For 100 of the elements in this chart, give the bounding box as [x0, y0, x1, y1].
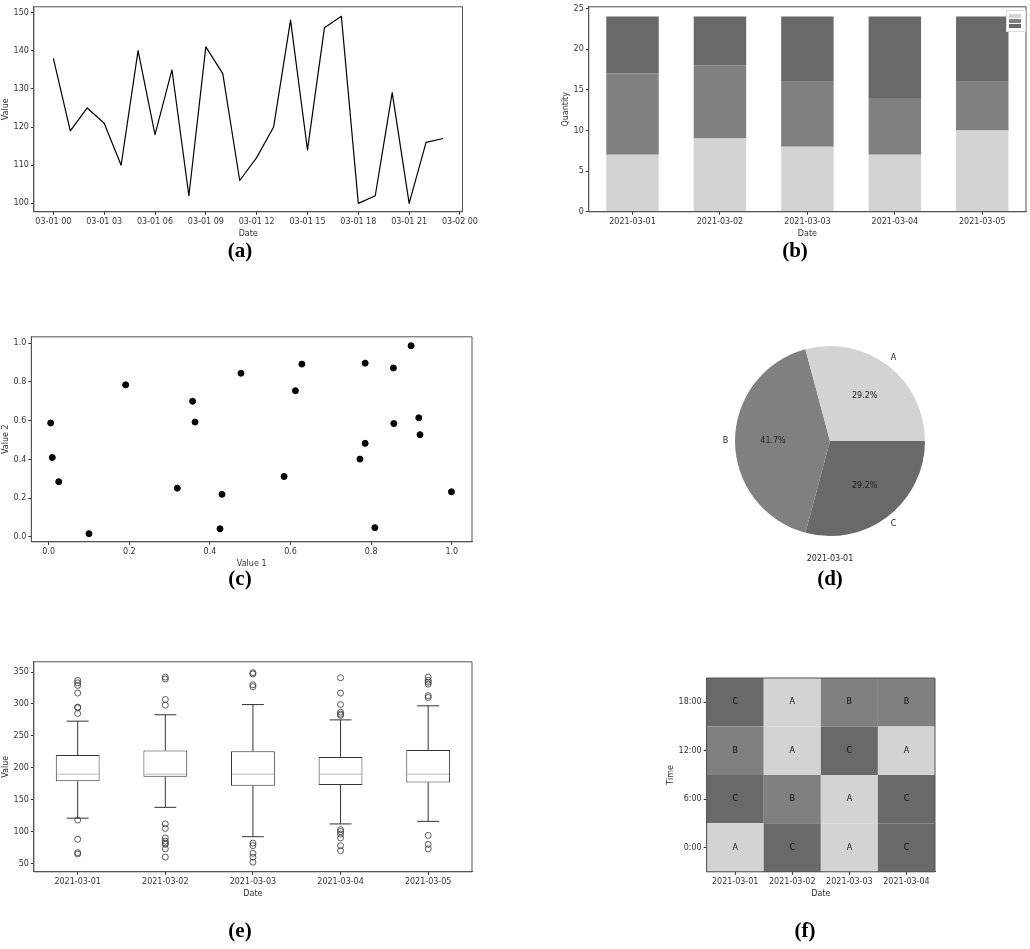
point — [298, 360, 306, 368]
x-axis-title: Date — [811, 889, 831, 899]
y-tick-label: 100 — [13, 198, 29, 208]
y-axis-title: Value — [0, 98, 10, 121]
point — [189, 397, 197, 405]
point — [415, 414, 423, 422]
x-tick-label: 03-01 09 — [187, 216, 224, 226]
x-tick-label: 0.6 — [284, 546, 297, 556]
y-tick-label: 15 — [573, 84, 584, 94]
y-tick-label: 100 — [13, 826, 29, 836]
bar — [956, 130, 1009, 212]
x-tick-label: 2021-03-04 — [317, 876, 364, 886]
x-axis-title: Date — [243, 889, 263, 899]
bar — [606, 16, 659, 74]
text: B — [903, 697, 910, 707]
text: C — [732, 794, 738, 804]
text: A — [789, 745, 796, 755]
x-tick-label: 0.0 — [42, 546, 56, 556]
bar — [956, 16, 1009, 82]
x-tick-label: 2021-03-03 — [826, 876, 873, 886]
y-tick-label: 200 — [13, 762, 29, 772]
y-axis-title: Time — [665, 765, 675, 786]
text: (d) — [816, 566, 844, 591]
y-tick-label: 10 — [573, 125, 584, 135]
y-tick-label: 0 — [578, 206, 584, 216]
point — [389, 364, 397, 372]
text: C — [846, 745, 853, 755]
text: C — [789, 842, 796, 852]
x-axis-title: Date — [797, 229, 818, 239]
y-tick-label: 20 — [573, 44, 584, 54]
x-tick-label: 03-01 18 — [340, 216, 377, 226]
point — [55, 478, 63, 486]
y-tick-label: 300 — [13, 699, 29, 709]
x-axis-title: Value 1 — [236, 559, 267, 569]
y-tick-label: 1.0 — [13, 338, 27, 348]
point — [291, 387, 299, 395]
text: B — [789, 794, 796, 804]
data-label: 29.2% — [851, 481, 878, 491]
point — [416, 431, 424, 439]
point — [407, 342, 415, 350]
point — [371, 524, 379, 532]
y-tick-label: 12:00 — [678, 745, 702, 755]
x-tick-label: 03-01 15 — [289, 216, 326, 226]
y-tick-label: 150 — [13, 7, 29, 17]
x-tick-label: 2021-03-02 — [769, 876, 816, 886]
point — [216, 525, 224, 533]
y-tick-label: 0.8 — [13, 377, 27, 387]
data-label: 29.2% — [851, 390, 878, 400]
text: B — [846, 697, 853, 707]
point — [390, 420, 398, 428]
point — [218, 490, 226, 498]
text: C — [903, 794, 910, 804]
y-tick-label: 50 — [18, 858, 29, 868]
y-tick-label: 0.2 — [13, 493, 27, 503]
x-tick-label: 2021-03-01 — [711, 876, 759, 886]
point — [173, 484, 181, 492]
y-axis-title: Value 2 — [0, 424, 10, 455]
x-tick-label: 03-01 00 — [35, 216, 72, 226]
x-tick-label: 03-01 12 — [238, 216, 275, 226]
bar — [693, 65, 747, 139]
x-tick-label: 2021-03-01 — [609, 216, 656, 226]
bar — [693, 16, 747, 66]
y-tick-label: 5 — [578, 166, 584, 176]
y-tick-label: 350 — [13, 667, 29, 677]
y-tick-label: 18:00 — [678, 697, 702, 707]
text: A — [732, 842, 738, 852]
text: C — [732, 697, 738, 707]
point — [85, 530, 93, 538]
text: (e) — [227, 918, 253, 943]
bar — [868, 154, 922, 212]
text: A — [846, 794, 853, 804]
x-tick-label: 2021-03-01 — [54, 876, 101, 886]
x-tick-label: 0.8 — [364, 546, 378, 556]
bar — [781, 81, 834, 147]
x-tick-label: 2021-03-05 — [959, 216, 1006, 226]
x-tick-label: 2021-03-02 — [142, 876, 189, 886]
x-tick-label: 03-01 03 — [86, 216, 123, 226]
point — [47, 419, 55, 427]
y-tick-label: 130 — [13, 83, 29, 93]
bar — [781, 16, 834, 82]
bar — [868, 97, 922, 155]
x-tick-label: 03-01 06 — [137, 216, 173, 226]
point — [237, 369, 245, 377]
x-tick-label: 2021-03-04 — [871, 216, 919, 226]
text: C — [903, 842, 910, 852]
text: (b) — [781, 238, 809, 263]
x-tick-label: 2021-03-03 — [784, 216, 831, 226]
point — [447, 488, 455, 496]
y-tick-label: 150 — [13, 794, 29, 804]
x-tick-label: 03-01 21 — [391, 216, 428, 226]
text: A — [846, 842, 853, 852]
x-tick-label: 2021-03-05 — [404, 876, 452, 886]
y-tick-label: 6:00 — [683, 794, 702, 804]
y-axis-title: Value — [0, 755, 10, 778]
text: (f) — [793, 918, 817, 943]
slice-label: C — [890, 518, 897, 528]
y-tick-label: 120 — [13, 122, 29, 132]
bar — [868, 16, 922, 98]
text: (a) — [226, 238, 254, 263]
text: A — [903, 745, 910, 755]
